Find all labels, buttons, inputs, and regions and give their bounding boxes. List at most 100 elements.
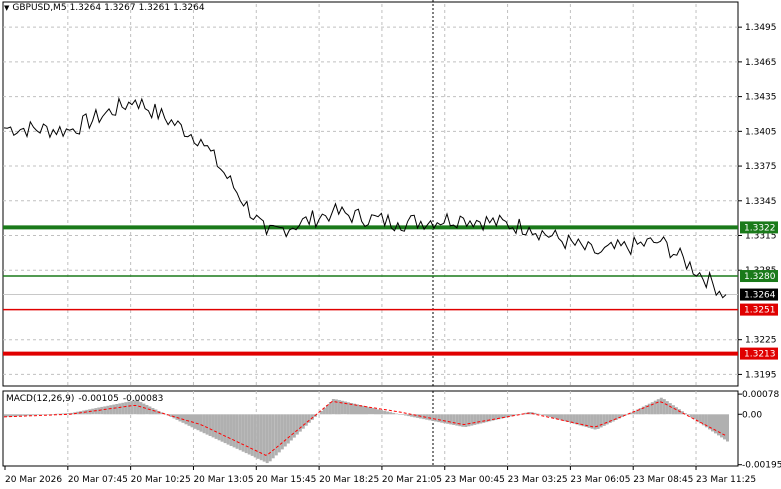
- macd-bar: [479, 414, 483, 424]
- macd-bar: [52, 414, 56, 415]
- macd-bar: [127, 401, 131, 415]
- macd-bar: [211, 414, 215, 438]
- time-axis-label: 20 Mar 21:05: [382, 475, 442, 485]
- macd-bar: [674, 407, 678, 415]
- macd-bar: [455, 414, 459, 426]
- macd-bar: [307, 414, 311, 423]
- macd-bar: [58, 413, 62, 415]
- macd-bar: [319, 410, 323, 415]
- macd-bar: [593, 414, 597, 430]
- macd-bar: [533, 412, 537, 415]
- macd-bar: [76, 411, 80, 415]
- macd-bar: [286, 414, 290, 444]
- macd-bar: [289, 414, 293, 441]
- macd-bar: [720, 414, 723, 438]
- macd-bar: [40, 414, 44, 415]
- support-resistance-levels: [3, 225, 738, 356]
- macd-bar: [190, 414, 194, 428]
- macd-bar: [350, 403, 353, 415]
- macd-main-value: -0.00105: [78, 394, 119, 404]
- macd-bar: [322, 407, 326, 415]
- macd-bar: [220, 414, 224, 442]
- macd-bar: [232, 414, 236, 448]
- macd-bar: [410, 414, 414, 417]
- macd-bar: [13, 414, 16, 417]
- macd-bar: [575, 414, 579, 425]
- macd-bar: [178, 414, 182, 422]
- macd-bar: [416, 414, 420, 418]
- macd-bar: [717, 414, 720, 436]
- macd-bar: [425, 414, 429, 420]
- macd-bar: [566, 414, 570, 422]
- macd-bar: [67, 413, 71, 415]
- macd-bar: [437, 414, 441, 423]
- macd-bar: [695, 414, 699, 422]
- macd-bar: [10, 414, 13, 417]
- macd-bar: [353, 403, 356, 415]
- macd-bar: [653, 400, 657, 415]
- macd-bar: [298, 414, 302, 432]
- macd-bar: [650, 402, 654, 415]
- macd-bar: [262, 414, 266, 462]
- macd-bar: [214, 414, 218, 439]
- macd-bar: [572, 414, 576, 424]
- macd-bar: [356, 404, 359, 415]
- macd-bar: [443, 414, 447, 424]
- macd-bar: [199, 414, 203, 432]
- price-axis: 1.3495 1.3465 1.3435 1.3405 1.3375 1.3345 1.33…: [738, 23, 777, 380]
- macd-bar: [569, 414, 573, 423]
- collapse-triangle-icon[interactable]: ▼: [4, 4, 10, 12]
- price-pane-frame: [2, 1, 739, 387]
- macd-bar: [49, 414, 53, 415]
- macd-bar: [181, 414, 185, 423]
- macd-bar: [659, 397, 663, 415]
- macd-bar: [500, 414, 504, 419]
- macd-bar: [283, 414, 287, 447]
- macd-bar: [714, 414, 717, 434]
- level-tag-label: 1.3251: [744, 306, 776, 316]
- macd-bar: [665, 401, 669, 415]
- time-axis-label: 23 Mar 00:45: [445, 475, 505, 485]
- macd-bar: [268, 414, 272, 462]
- macd-bar: [389, 412, 393, 415]
- macd-bar: [226, 414, 230, 445]
- current-price-tag-label: 1.3264: [744, 291, 776, 301]
- macd-histogram: [4, 397, 729, 464]
- level-tag-label: 1.3322: [744, 223, 776, 233]
- macd-header: MACD(12,26,9) -0.00105 -0.00083: [6, 394, 163, 404]
- macd-bar: [668, 403, 672, 415]
- macd-bar: [404, 414, 408, 416]
- macd-bar: [377, 409, 380, 415]
- macd-bar: [554, 414, 558, 419]
- macd-bar: [704, 414, 708, 428]
- macd-bar: [265, 414, 269, 464]
- macd-bar: [401, 414, 405, 415]
- macd-bar: [184, 414, 188, 425]
- macd-bar: [337, 400, 341, 415]
- macd-bar: [686, 414, 690, 416]
- macd-bar: [359, 405, 362, 415]
- macd-bar: [362, 405, 365, 415]
- macd-bar: [698, 414, 702, 424]
- price-axis-label: 1.3465: [745, 58, 777, 68]
- chart-header: ▼ GBPUSD,M5 1.3264 1.3267 1.3261 1.3264: [4, 3, 205, 13]
- macd-bar: [19, 414, 22, 416]
- macd-bar: [193, 414, 197, 429]
- price-axis-label: 1.3195: [745, 370, 777, 380]
- macd-bar: [470, 414, 474, 426]
- macd-bar: [118, 403, 122, 415]
- macd-bar: [139, 402, 143, 415]
- price-axis-label: 1.3315: [745, 232, 777, 242]
- macd-bar: [506, 414, 510, 418]
- time-axis: 20 Mar 2026 20 Mar 07:45 20 Mar 10:25 20 Ma…: [4, 466, 756, 485]
- macd-bar: [431, 414, 435, 421]
- macd-bar: [587, 414, 591, 428]
- time-axis-label: 20 Mar 10:25: [131, 475, 191, 485]
- macd-bar: [271, 414, 275, 459]
- macd-axis-label: 0.00078: [742, 390, 779, 400]
- macd-bar: [608, 414, 612, 423]
- macd-bar: [331, 399, 335, 415]
- price-series-line: [3, 96, 727, 299]
- macd-bar: [328, 402, 332, 415]
- macd-bar: [428, 414, 432, 421]
